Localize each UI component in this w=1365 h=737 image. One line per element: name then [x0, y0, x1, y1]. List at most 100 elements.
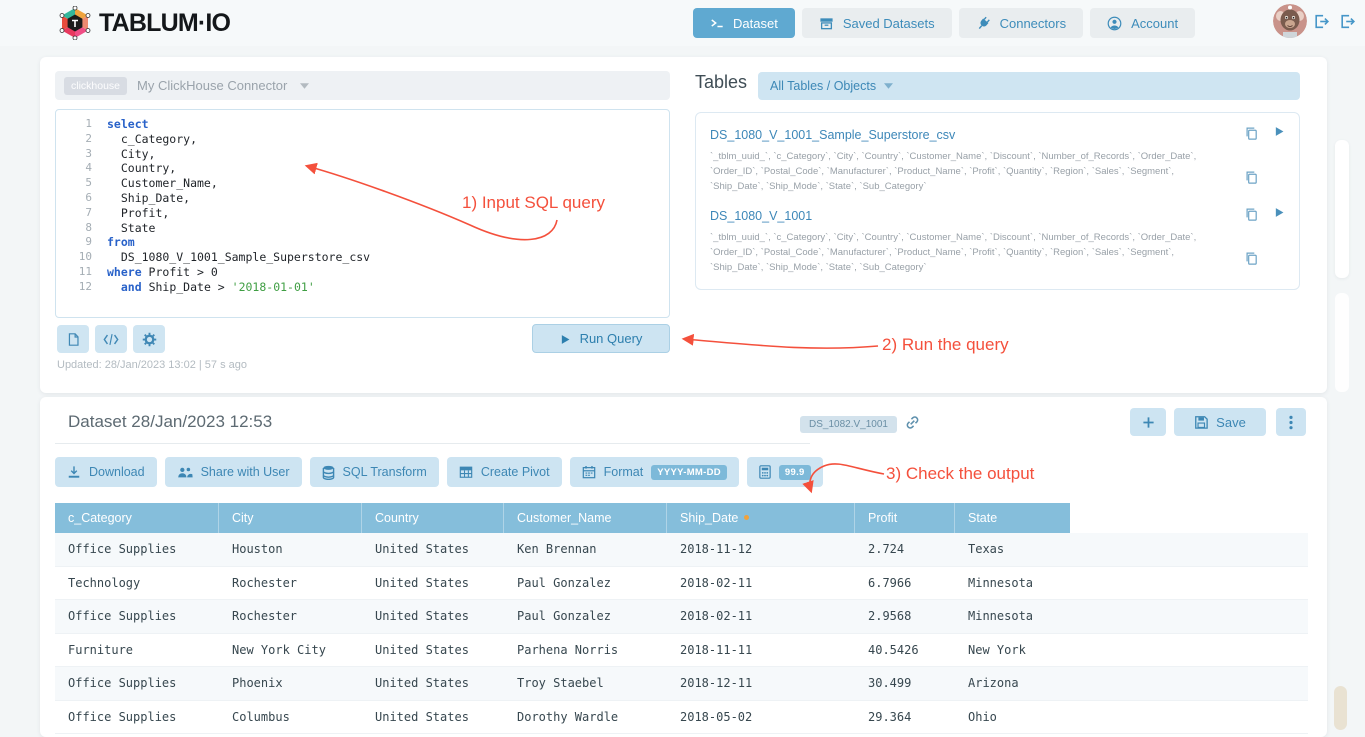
nav-saved-datasets[interactable]: Saved Datasets: [801, 8, 952, 38]
table-cell: Minnesota: [968, 575, 1034, 590]
copy-icon[interactable]: [1244, 126, 1259, 141]
table-cell: United States: [375, 542, 469, 556]
annotation-check-output: 3) Check the output: [886, 464, 1035, 483]
table-cell: Troy Staebel: [517, 676, 604, 690]
copy-columns-icon[interactable]: [1244, 170, 1259, 185]
format-button[interactable]: Format YYYY-MM-DD: [569, 457, 739, 487]
table-name-link[interactable]: DS_1080_V_1001: [710, 209, 813, 223]
file-icon: [67, 332, 80, 347]
play-icon[interactable]: [1274, 126, 1285, 137]
column-header-customer_name[interactable]: Customer_Name: [504, 503, 667, 533]
nav-label: Connectors: [999, 15, 1067, 31]
table-cell: 2.9568: [868, 609, 912, 623]
line-number: 5: [85, 176, 92, 190]
plug-icon: [976, 16, 991, 31]
table-cell: Rochester: [232, 575, 298, 590]
code-line: 4 Country,: [56, 161, 669, 176]
table-cell: Ken Brennan: [517, 542, 597, 556]
dataset-toolbar: Download Share with User SQL Transform Crea…: [55, 457, 823, 487]
tables-filter-dropdown[interactable]: All Tables / Objects: [758, 72, 1300, 100]
download-button[interactable]: Download: [55, 457, 157, 487]
more-options-button[interactable]: [1276, 408, 1306, 436]
table-cell: Columbus: [232, 709, 290, 724]
link-icon[interactable]: [904, 414, 921, 431]
column-header-country[interactable]: Country: [362, 503, 504, 533]
logout-icon-2[interactable]: [1339, 13, 1356, 30]
nav-account[interactable]: Account: [1090, 8, 1196, 38]
sql-editor[interactable]: 1 select 2 c_Category, 3 City, 4 Country, 5 C…: [55, 109, 670, 318]
nav-dataset[interactable]: Dataset: [693, 8, 795, 38]
table-cell: 2018-11-11: [680, 642, 753, 657]
logout-icon[interactable]: [1313, 13, 1330, 30]
column-header-profit[interactable]: Profit: [855, 503, 955, 533]
play-icon[interactable]: [1274, 207, 1285, 218]
share-icon: [177, 466, 193, 479]
column-header-city[interactable]: City: [219, 503, 362, 533]
table-cell: Rochester: [232, 609, 298, 623]
button-label: SQL Transform: [342, 465, 427, 479]
sql-transform-button[interactable]: SQL Transform: [309, 457, 439, 487]
table-header-row: c_Category City Country Customer_Name Ship_D…: [55, 503, 1070, 533]
top-header: TABLUM·IO Dataset Saved Datasets Connector…: [0, 0, 1365, 46]
table-cell: Office Supplies: [68, 676, 177, 690]
table-row: Office Supplies Phoenix United States Troy …: [55, 667, 1308, 701]
query-settings-button[interactable]: [133, 325, 165, 353]
table-cell: Dorothy Wardle: [517, 709, 619, 724]
line-number: 2: [85, 131, 92, 145]
table-cell: 2018-02-11: [680, 575, 753, 590]
account-icon: [1107, 16, 1122, 31]
pivot-icon: [459, 465, 473, 479]
table-cell: 6.7966: [868, 575, 912, 590]
table-cell: Arizona: [968, 676, 1019, 690]
kebab-icon: [1289, 415, 1293, 430]
line-number: 6: [85, 190, 92, 204]
column-header-ship_date[interactable]: Ship_Date: [667, 503, 855, 533]
code-line: 10 DS_1080_V_1001_Sample_Superstore_csv: [56, 250, 669, 265]
save-icon: [1194, 415, 1208, 429]
scrollbar-thumb[interactable]: [1334, 686, 1347, 730]
nav-connectors[interactable]: Connectors: [958, 8, 1084, 38]
table-row: Office Supplies Houston United States Ken B…: [55, 533, 1308, 567]
column-header-state[interactable]: State: [968, 511, 998, 525]
table-entry: DS_1080_V_1001 `_tblm_uuid_`, `c_Category…: [710, 207, 1285, 275]
annotation-run-query: 2) Run the query: [882, 335, 1009, 354]
updated-status: Updated: 28/Jan/2023 13:02 | 57 s ago: [57, 359, 248, 371]
add-dataset-button[interactable]: [1130, 408, 1166, 436]
line-number: 4: [85, 161, 92, 175]
table-cell: Office Supplies: [68, 609, 177, 623]
table-cell: Paul Gonzalez: [517, 575, 611, 590]
table-row: Furniture New York City United States Parhe…: [55, 633, 1308, 667]
table-cell: Furniture: [68, 642, 134, 657]
results-table: c_Category City Country Customer_Name Ship_D…: [55, 503, 1308, 734]
table-name-link[interactable]: DS_1080_V_1001_Sample_Superstore_csv: [710, 128, 956, 142]
precision-button[interactable]: 99.9: [746, 457, 823, 487]
line-number: 12: [78, 279, 92, 293]
code-line: 7 Profit,: [56, 206, 669, 221]
brand-logo[interactable]: TABLUM·IO: [58, 6, 231, 40]
nav-label: Dataset: [733, 15, 778, 31]
run-query-button[interactable]: Run Query: [532, 324, 670, 353]
calendar-icon: [582, 465, 596, 479]
connector-select[interactable]: clickhouse My ClickHouse Connector: [55, 71, 670, 100]
table-cell: Office Supplies: [68, 542, 177, 556]
line-number: 9: [85, 235, 92, 249]
plus-icon: [1142, 416, 1155, 429]
user-avatar[interactable]: [1273, 4, 1307, 38]
copy-icon[interactable]: [1244, 207, 1259, 222]
code-line: 1 select: [56, 117, 669, 132]
table-cell: United States: [375, 609, 469, 623]
nav-label: Saved Datasets: [842, 15, 935, 31]
table-cell: 2.724: [868, 542, 905, 556]
connector-type-badge: clickhouse: [64, 76, 128, 95]
column-header-c_category[interactable]: c_Category: [55, 503, 219, 533]
create-pivot-button[interactable]: Create Pivot: [446, 457, 562, 487]
table-cell: 2018-12-11: [680, 676, 753, 690]
copy-columns-icon[interactable]: [1244, 251, 1259, 266]
new-query-button[interactable]: [57, 325, 89, 353]
save-button[interactable]: Save: [1174, 408, 1266, 436]
share-with-user-button[interactable]: Share with User: [164, 457, 302, 487]
format-code-button[interactable]: [95, 325, 127, 353]
table-cell: 29.364: [868, 709, 912, 724]
table-cell: Texas: [968, 542, 1005, 556]
